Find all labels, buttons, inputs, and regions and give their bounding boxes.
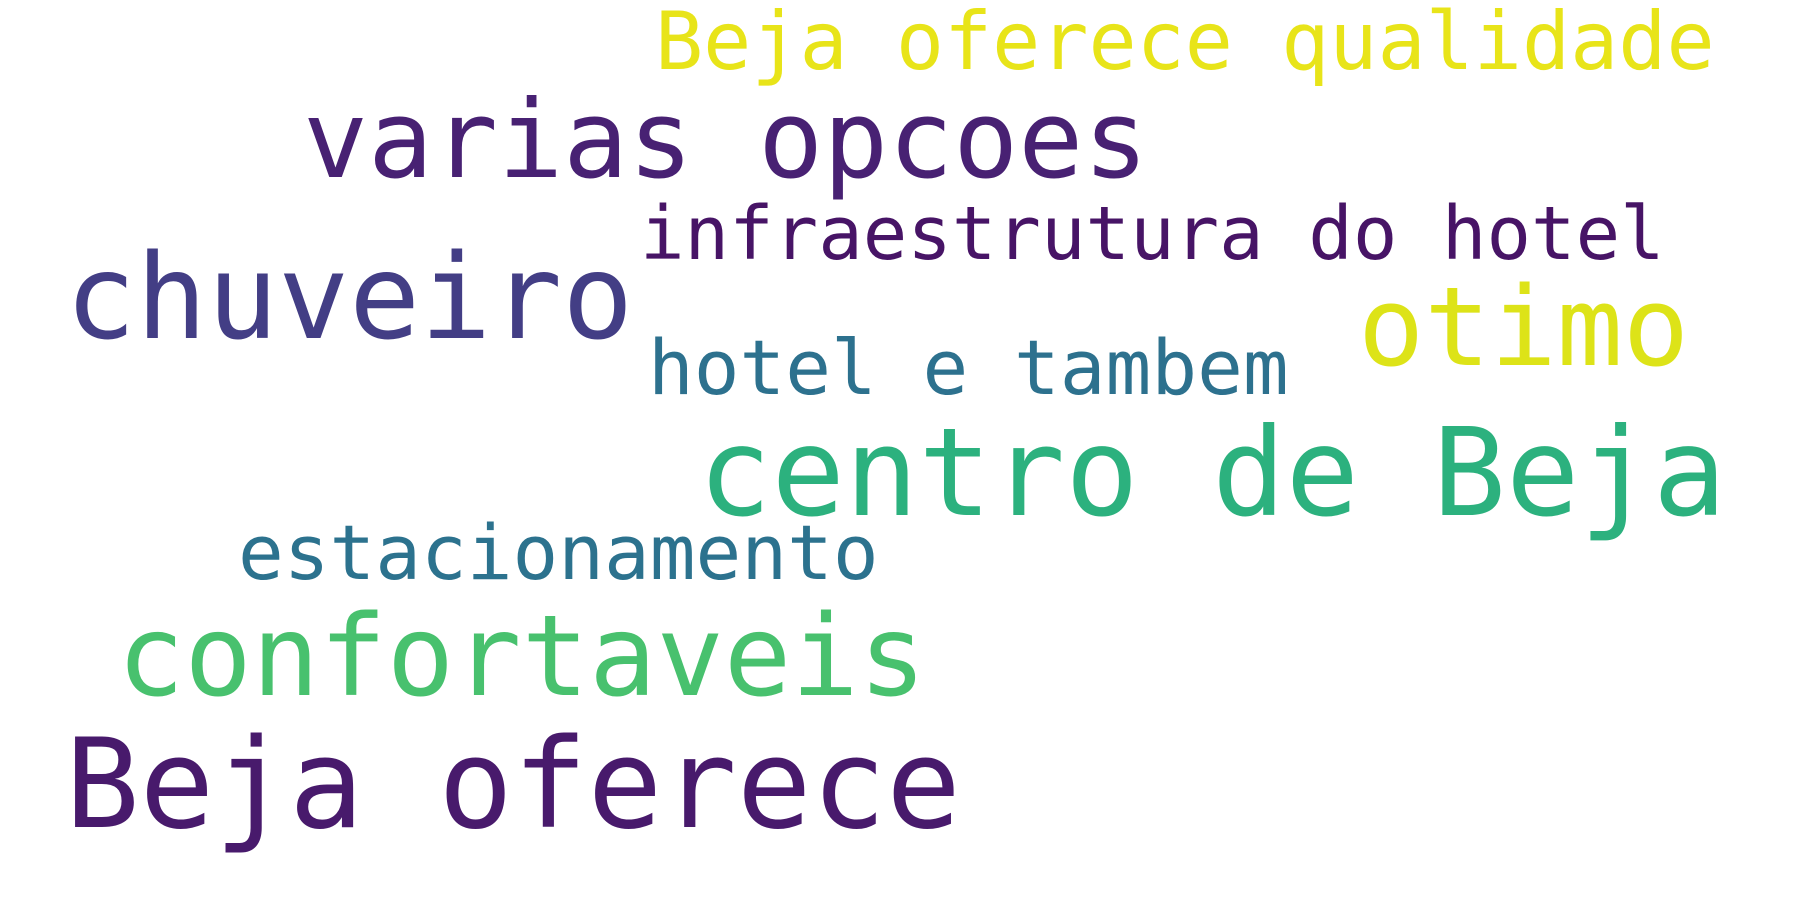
word-hotel-e-tambem: hotel e tambem [648,323,1289,412]
word-otimo: otimo [1358,263,1690,391]
word-centro-de-beja: centro de Beja [698,402,1727,544]
word-varias-opcoes: varias opcoes [303,78,1149,203]
word-chuveiro: chuveiro [65,228,634,366]
word-confortaveis: confortaveis [117,592,927,722]
word-estacionamento: estacionamento [238,508,879,597]
word-beja-oferece-qualidade: Beja oferece qualidade [655,0,1715,88]
word-beja-oferece: Beja oferece [65,713,961,857]
word-infraestrutura-do-hotel: infraestrutura do hotel [640,191,1665,277]
